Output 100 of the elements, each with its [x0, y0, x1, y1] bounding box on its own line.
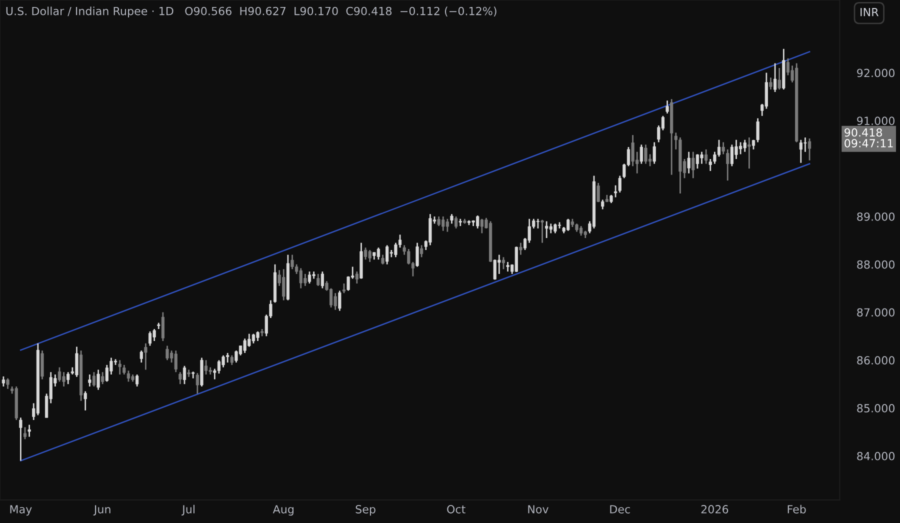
y-tick-label: 87.000: [857, 308, 895, 317]
candlestick: [290, 254, 294, 270]
text: INR: [860, 8, 878, 16]
candlestick: [230, 354, 234, 366]
y-tick-label: 84.000: [857, 452, 895, 460]
candlestick: [182, 365, 186, 385]
candlestick: [66, 371, 70, 385]
candlestick: [320, 270, 324, 289]
candlestick: [140, 350, 143, 364]
candlestick: [640, 144, 643, 164]
x-tick-label: Nov: [528, 505, 548, 514]
x-tick-label: Oct: [447, 505, 466, 514]
candlestick: [204, 359, 208, 376]
candlestick: [454, 216, 458, 230]
candlestick: [355, 270, 358, 284]
candlestick: [342, 282, 346, 294]
candlestick: [28, 424, 31, 438]
x-tick-label: Jul: [182, 504, 194, 516]
candlestick: [234, 350, 238, 364]
candlestick: [704, 148, 708, 164]
candlestick: [122, 364, 126, 376]
candlestick: [700, 151, 704, 164]
candlestick: [252, 333, 256, 344]
candlestick: [308, 270, 312, 284]
text: 09:47:11: [844, 139, 893, 148]
candlestick: [256, 330, 260, 342]
candlestick: [748, 136, 751, 170]
candlestick: [773, 62, 777, 93]
candlestick: [40, 350, 44, 380]
candlestick: [368, 249, 372, 263]
candlestick: [722, 142, 725, 155]
candlestick: [386, 244, 389, 266]
candlestick: [450, 213, 454, 224]
candlestick: [217, 359, 221, 374]
candlestick: [381, 254, 384, 266]
y-tick-label: 91.000: [857, 116, 895, 126]
candlestick: [101, 371, 104, 385]
candlestick: [601, 199, 604, 210]
y-tick-label: 88.000: [857, 260, 895, 269]
candlestick: [178, 371, 182, 385]
candlestick: [136, 374, 139, 388]
candlestick: [614, 184, 618, 198]
y-tick-label: 92.000: [857, 68, 895, 78]
x-tick-label: Dec: [610, 505, 630, 514]
candlestick: [6, 378, 10, 390]
candlestick: [118, 359, 122, 376]
x-tick-label: Feb: [788, 504, 806, 514]
candlestick: [666, 100, 669, 114]
x-tick-label: Sep: [356, 505, 376, 516]
candlestick: [58, 366, 62, 382]
candlestick: [446, 218, 449, 232]
candlestick: [88, 374, 92, 388]
candlestick: [316, 273, 320, 287]
candlestick: [769, 76, 772, 90]
candlestick: [540, 219, 544, 244]
candlestick: [652, 142, 656, 164]
candlestick: [743, 139, 746, 153]
candlestick: [502, 256, 506, 270]
candlestick: [196, 372, 199, 394]
candlestick: [756, 118, 760, 143]
candlestick: [734, 139, 738, 160]
candlestick: [364, 246, 368, 260]
text: 90.418: [844, 128, 882, 137]
candlestick: [376, 246, 380, 260]
candlestick: [692, 151, 695, 179]
candlestick: [726, 148, 730, 182]
candlestick: [519, 242, 522, 256]
y-tick-label: 86.000: [857, 356, 895, 365]
candlestick: [334, 292, 337, 311]
candlestick: [545, 220, 548, 239]
candlestick: [19, 416, 22, 462]
candlestick: [152, 328, 156, 342]
x-tick-label: May: [10, 505, 32, 516]
candlestick: [338, 290, 342, 312]
text: U.S. Dollar / Indian Rupee · 1D O90.566 H90.627 L90.170 C90.418 −0.112 (−0.12%): [6, 6, 496, 18]
candlestick: [764, 72, 768, 110]
candlestick: [144, 342, 148, 370]
x-tick-label: Jun: [93, 505, 110, 516]
candlestick: [717, 139, 721, 158]
x-tick-label: Aug: [272, 505, 294, 516]
candlestick: [687, 151, 690, 174]
candlestick: [596, 182, 600, 203]
candlestick: [708, 158, 712, 172]
candlestick: [416, 242, 419, 268]
candlestick: [75, 346, 78, 378]
candlestick: [644, 144, 648, 164]
candlestick: [420, 244, 424, 258]
candlestick: [161, 312, 164, 342]
candlestick: [778, 67, 781, 90]
x-tick-label: 2026: [701, 505, 728, 514]
y-tick-label: 89.000: [857, 212, 895, 221]
candlestick: [808, 138, 812, 162]
candlestick: [166, 345, 169, 361]
candlestick: [92, 371, 96, 388]
candlestick: [174, 350, 178, 373]
candlestick: [96, 369, 100, 391]
candlestick: [84, 390, 87, 412]
candlestick: [2, 376, 5, 388]
candlestick: [23, 426, 27, 440]
candlestick: [618, 175, 622, 194]
